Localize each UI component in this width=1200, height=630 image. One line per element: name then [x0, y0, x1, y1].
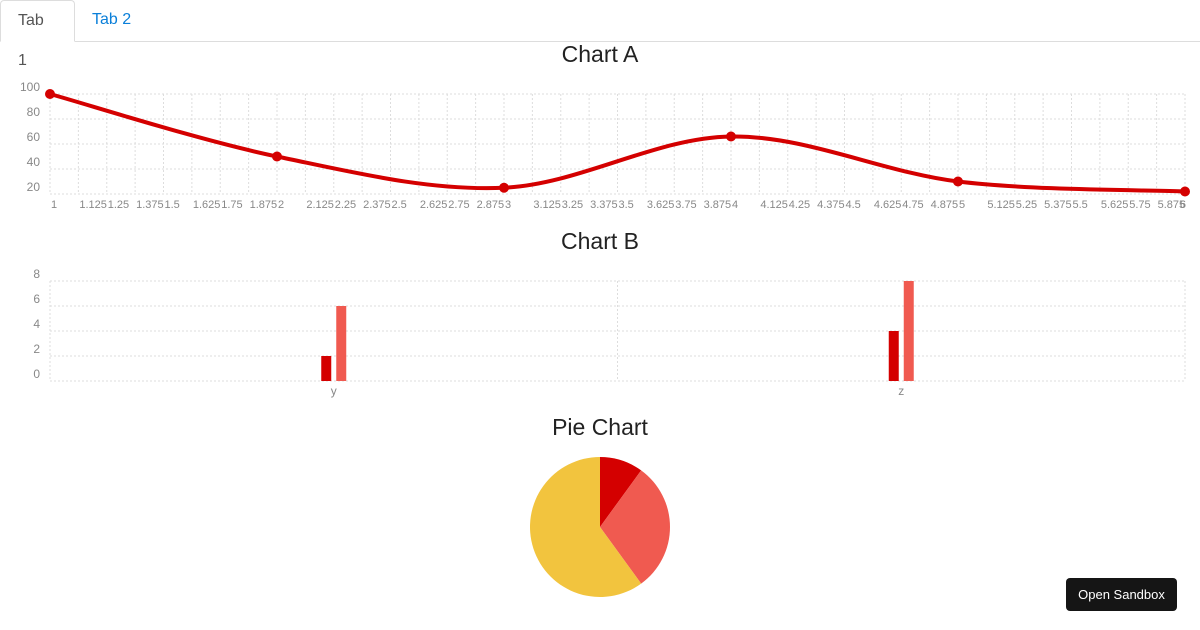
point — [726, 131, 736, 142]
x-tick-label: 1 — [51, 199, 57, 211]
x-tick-label: 2 — [278, 199, 284, 211]
x-tick-label: 3 — [505, 199, 511, 211]
point — [272, 151, 282, 162]
bar — [888, 331, 899, 381]
x-tick-label: 2.5 — [392, 199, 407, 211]
y-tick-label: 20 — [27, 180, 41, 194]
tab[interactable]: Tab 2 — [92, 11, 132, 28]
x-tick-label: 4.375 — [817, 199, 845, 211]
y-tick-label: 60 — [27, 130, 41, 144]
pie-slice — [600, 457, 642, 527]
x-tick-label: 2.125 — [306, 199, 334, 211]
x-tick-label: 2.25 — [335, 199, 356, 211]
x-tick-label: 1.375 — [136, 199, 164, 211]
tab[interactable]: Tab 1 — [0, 0, 75, 69]
x-tick-label: 3.5 — [619, 199, 634, 211]
x-tick-label: 6 — [1180, 199, 1186, 211]
point — [1180, 186, 1190, 197]
x-tick-label: 5.375 — [1044, 199, 1072, 211]
x-tick-label: 2.875 — [477, 199, 505, 211]
x-tick-label: 5.25 — [1016, 199, 1037, 211]
x-tick-label: 2.375 — [363, 199, 391, 211]
y-tick-label: 8 — [33, 267, 40, 281]
y-tick-label: 6 — [33, 292, 40, 306]
x-tick-label: 1.25 — [108, 199, 129, 211]
x-tick-label: 5.625 — [1101, 199, 1129, 211]
open-sandbox-button[interactable]: Open Sandbox — [1066, 578, 1177, 611]
x-tick-label: 4 — [732, 199, 738, 211]
x-tick-label: 5 — [959, 199, 965, 211]
y-tick-label: 2 — [33, 342, 40, 356]
point — [953, 176, 963, 187]
x-tick-label: 4.625 — [874, 199, 902, 211]
pie-slice — [600, 470, 670, 584]
x-tick-label: 5.75 — [1129, 199, 1150, 211]
x-tick-label: 5.125 — [987, 199, 1015, 211]
x-tick-label: 4.5 — [846, 199, 861, 211]
y-tick-label: 0 — [33, 367, 40, 381]
x-tick-label: 3.875 — [704, 199, 732, 211]
x-tick-label: 4.125 — [760, 199, 788, 211]
pie-slice — [530, 457, 642, 597]
x-tick-label: 1.625 — [193, 199, 221, 211]
x-tick-label: 1.5 — [165, 199, 180, 211]
x-tick-label: 5.875 — [1158, 199, 1186, 211]
x-tick-label: 5.5 — [1073, 199, 1088, 211]
x-tick-label: 3.25 — [562, 199, 583, 211]
y-tick-label: 40 — [27, 155, 41, 169]
bar — [336, 306, 347, 381]
x-tick-label: 3.75 — [675, 199, 696, 211]
x-tick-label: 1.875 — [250, 199, 278, 211]
x-tick-label: 3.625 — [647, 199, 675, 211]
chart-title: Pie Chart — [552, 414, 648, 440]
y-tick-label: 100 — [20, 80, 40, 94]
x-tick-label: 3.125 — [533, 199, 561, 211]
x-tick-label: 3.375 — [590, 199, 618, 211]
x-tick-label: 4.875 — [931, 199, 959, 211]
x-tick-label: 2.625 — [420, 199, 448, 211]
tab-bar: Tab 1 Tab 2 — [0, 0, 1200, 69]
x-tick-label: y — [331, 384, 337, 398]
y-tick-label: 4 — [33, 317, 40, 331]
bar — [321, 356, 332, 381]
line — [49, 92, 1186, 194]
x-tick-label: 2.75 — [448, 199, 469, 211]
x-tick-label: 4.25 — [789, 199, 810, 211]
y-tick-label: 80 — [27, 105, 41, 119]
chart-title: Chart B — [561, 228, 639, 254]
x-tick-label: 1.125 — [79, 199, 107, 211]
chart-title: Chart A — [562, 41, 639, 67]
point — [499, 182, 509, 193]
x-tick-label: 1.75 — [221, 199, 242, 211]
x-tick-label: z — [898, 384, 904, 398]
x-tick-label: 4.75 — [902, 199, 923, 211]
bar — [903, 281, 914, 381]
point — [45, 89, 55, 99]
